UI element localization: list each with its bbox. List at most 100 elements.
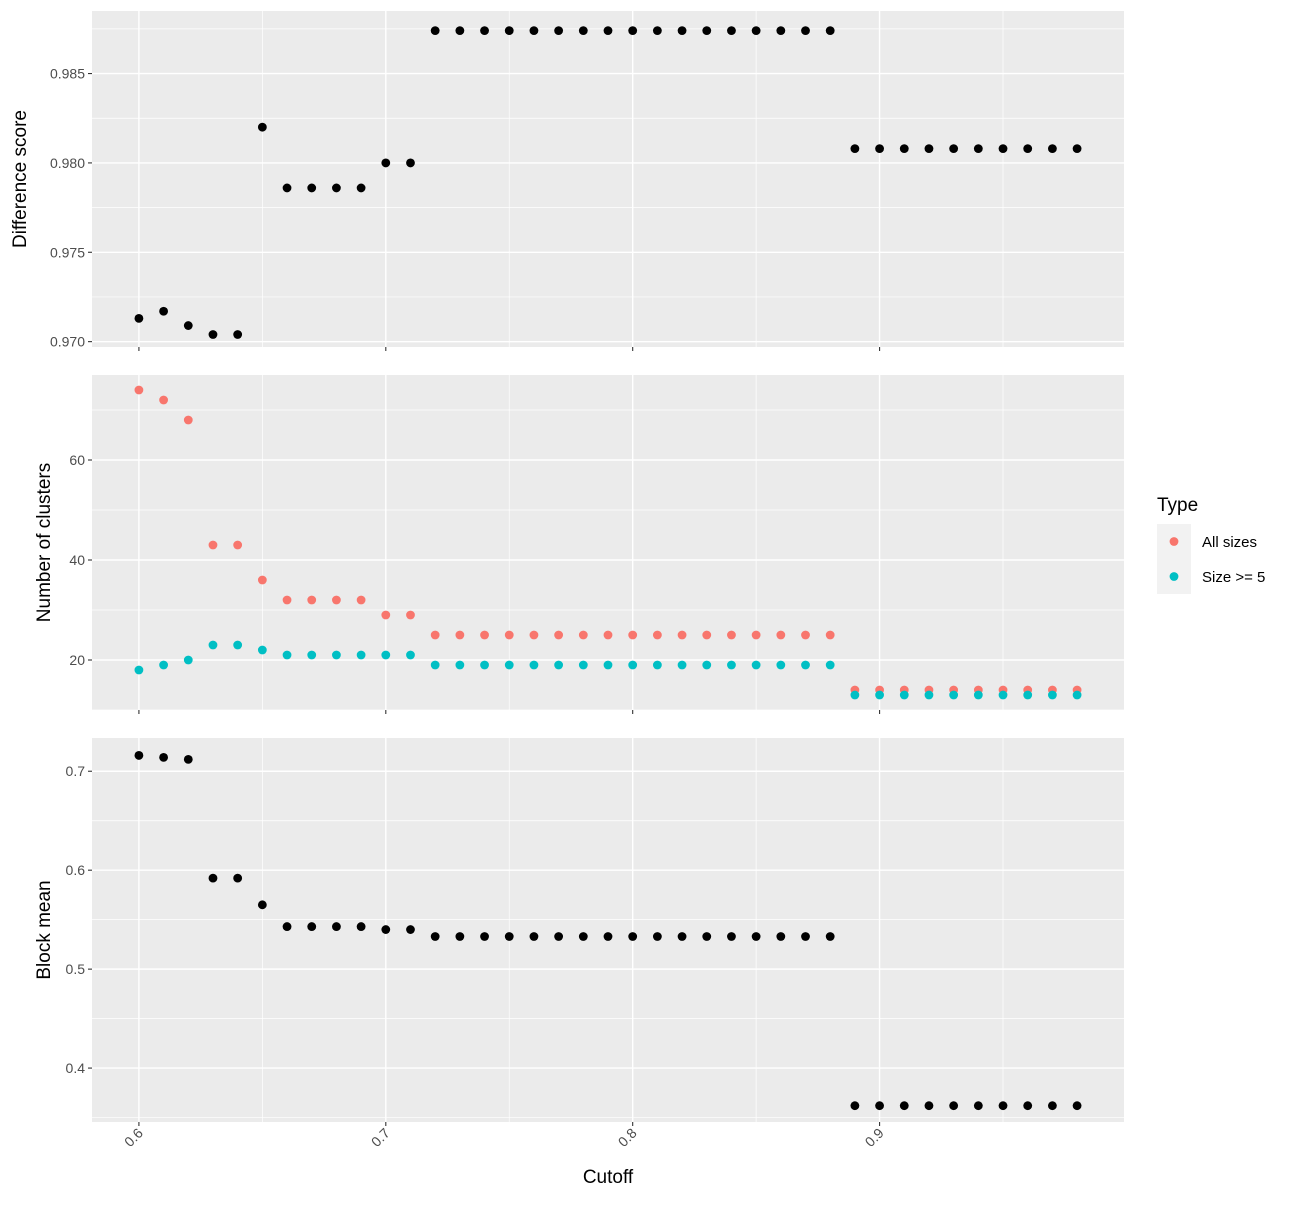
panel-1: 0.970 0.975 0.980 0.985 Difference score <box>10 11 1124 351</box>
data-point <box>1023 144 1033 154</box>
data-point <box>973 144 983 154</box>
data-point <box>356 650 366 660</box>
data-point <box>776 26 786 36</box>
data-point <box>875 1101 884 1111</box>
data-point <box>208 873 218 883</box>
data-point <box>480 660 489 670</box>
data-point <box>850 690 860 700</box>
data-point <box>578 630 588 640</box>
data-point <box>257 122 267 132</box>
y-axis-title: Difference score <box>10 110 31 248</box>
data-point <box>504 630 514 640</box>
data-point <box>480 630 489 640</box>
data-point <box>257 900 267 910</box>
data-point <box>406 610 415 620</box>
data-point <box>554 660 564 670</box>
data-point <box>1023 1101 1033 1111</box>
data-point <box>430 630 440 640</box>
legend-marker <box>1169 572 1179 581</box>
data-point <box>1072 1101 1082 1111</box>
data-point <box>183 754 193 764</box>
data-point <box>776 630 786 640</box>
series-1 <box>134 751 1082 1111</box>
data-point <box>924 144 934 154</box>
data-point <box>652 932 662 941</box>
y-axis-title: Block mean <box>34 880 55 979</box>
data-point <box>973 690 983 700</box>
data-point <box>776 932 786 941</box>
data-point <box>751 26 761 36</box>
data-point <box>825 26 835 36</box>
data-point <box>233 873 243 883</box>
data-point <box>159 752 168 762</box>
data-point <box>998 1101 1008 1111</box>
data-point <box>652 660 662 670</box>
data-point <box>134 314 144 323</box>
data-point <box>973 1101 983 1111</box>
y-tick-label: 0.975 <box>50 244 85 260</box>
data-point <box>159 395 168 405</box>
data-point <box>677 660 687 670</box>
data-point <box>727 660 736 670</box>
data-point <box>1048 144 1057 154</box>
panel-background <box>92 375 1124 710</box>
panel-background <box>92 11 1124 347</box>
data-point <box>677 932 687 941</box>
data-point <box>554 26 564 36</box>
data-point <box>307 650 317 660</box>
data-point <box>727 932 736 941</box>
legend-label: Size >= 5 <box>1202 569 1265 586</box>
y-tick-label: 60 <box>69 452 85 468</box>
data-point <box>208 540 218 550</box>
data-point <box>208 640 218 650</box>
data-point <box>381 610 391 620</box>
legend-label: All sizes <box>1202 534 1257 551</box>
data-point <box>801 26 810 36</box>
y-tick-label: 0.7 <box>66 763 86 779</box>
data-point <box>949 144 959 154</box>
y-tick-label: 20 <box>69 652 85 668</box>
legend-title: Type <box>1157 495 1198 516</box>
data-point <box>529 26 539 36</box>
data-point <box>949 690 959 700</box>
data-point <box>381 925 391 934</box>
series-2 <box>134 640 1082 700</box>
data-point <box>208 330 218 339</box>
data-point <box>504 660 514 670</box>
panel-2: 20 40 60 Number of clusters <box>34 375 1124 714</box>
data-point <box>998 144 1008 154</box>
series-1 <box>134 385 1082 695</box>
data-point <box>183 655 193 665</box>
data-point <box>159 306 168 316</box>
data-point <box>356 183 366 193</box>
data-point <box>480 932 489 941</box>
y-tick-label: 0.980 <box>50 155 85 171</box>
data-point <box>727 26 736 36</box>
data-point <box>998 690 1008 700</box>
legend-item: All sizes <box>1157 524 1257 559</box>
data-point <box>529 932 539 941</box>
data-point <box>801 660 810 670</box>
data-point <box>307 595 317 605</box>
data-point <box>702 26 712 36</box>
data-point <box>825 630 835 640</box>
data-point <box>751 660 761 670</box>
panel-background <box>92 738 1124 1122</box>
data-point <box>134 665 144 675</box>
data-point <box>578 26 588 36</box>
data-point <box>825 660 835 670</box>
data-point <box>702 630 712 640</box>
data-point <box>504 26 514 36</box>
data-point <box>282 595 292 605</box>
data-point <box>1048 690 1057 700</box>
data-point <box>554 630 564 640</box>
data-point <box>702 932 712 941</box>
data-point <box>603 660 613 670</box>
data-point <box>875 144 884 154</box>
data-point <box>134 751 144 760</box>
data-point <box>949 1101 959 1111</box>
data-point <box>899 690 909 700</box>
data-point <box>850 1101 860 1111</box>
data-point <box>480 26 489 36</box>
